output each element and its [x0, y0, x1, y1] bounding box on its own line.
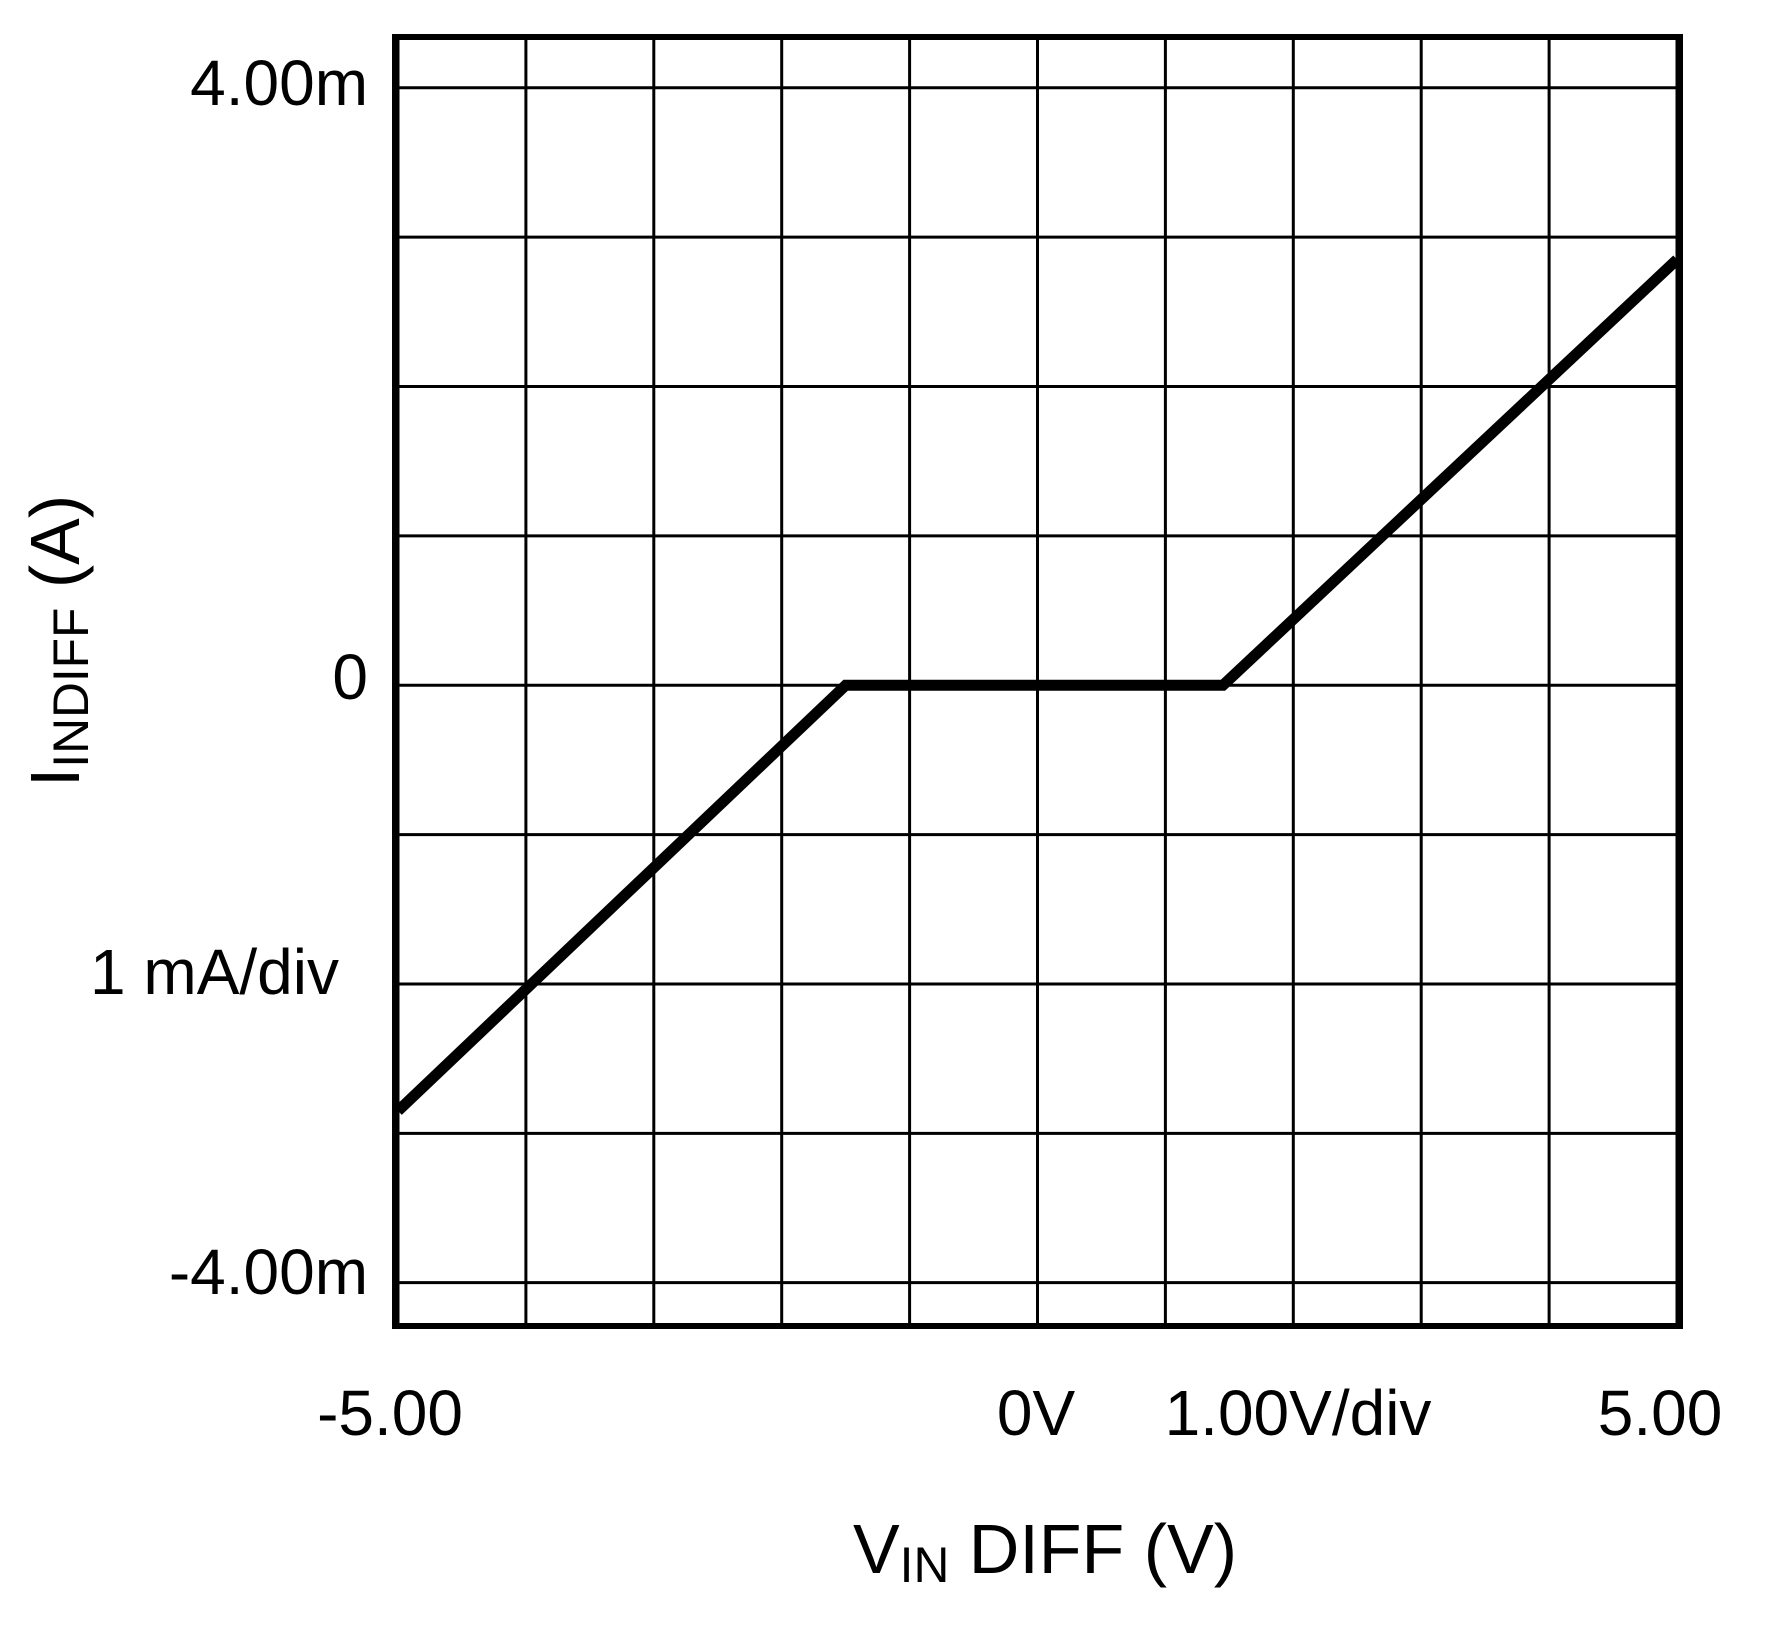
y-tick-zero: 0 [332, 641, 368, 713]
y-scale-label: 1 mA/div [90, 936, 339, 1008]
x-axis-title: VIN DIFF (V) [745, 1514, 1345, 1590]
y-title-pre: I [16, 767, 94, 788]
x-tick-zero: 0V [996, 1377, 1076, 1449]
x-title-post: DIFF (V) [949, 1510, 1238, 1588]
grid-svg [398, 40, 1677, 1323]
curve-input-differential-current [398, 255, 1677, 1115]
y-tick-top: 4.00m [190, 47, 368, 119]
plot-area [392, 34, 1683, 1329]
x-title-pre: V [852, 1510, 900, 1588]
y-axis-title: IINDIFF (A) [15, 241, 99, 1041]
x-scale-label: 1.00V/div [1164, 1377, 1432, 1449]
x-tick-left: -5.00 [317, 1377, 463, 1449]
x-title-subscript: IN [899, 1536, 950, 1593]
x-tick-right: 5.00 [1597, 1377, 1723, 1449]
y-title-subscript: INDIFF [42, 607, 99, 768]
y-tick-bottom: -4.00m [168, 1236, 368, 1308]
y-title-post: (A) [16, 494, 94, 608]
